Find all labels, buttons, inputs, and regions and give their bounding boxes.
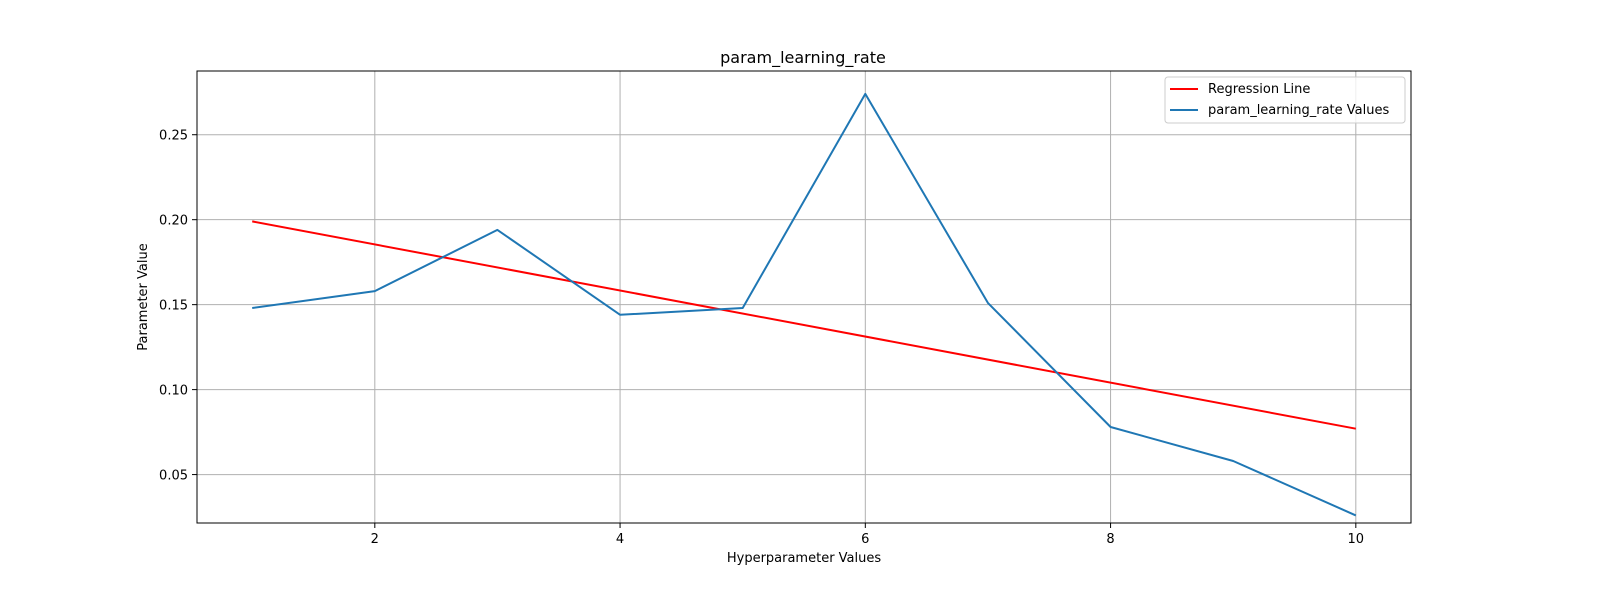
y-axis-label: Parameter Value <box>136 243 151 350</box>
plot-area-frame <box>196 70 1412 524</box>
grid-lines <box>197 71 1411 523</box>
chart-title: param_learning_rate <box>720 48 886 68</box>
x-axis-label: Hyperparameter Values <box>727 551 882 566</box>
legend-box <box>1164 76 1406 124</box>
y-tick-label: 0.10 <box>159 384 188 399</box>
y-tick-label: 0.05 <box>159 469 188 484</box>
x-tick-label: 10 <box>1348 532 1365 547</box>
series-layer <box>252 92 1357 517</box>
x-tick-label: 2 <box>371 532 379 547</box>
axis-ticks: 2 4 6 8 10 0.05 0.10 0.15 0.20 0.25 <box>159 129 1364 547</box>
legend-label-regression-line: Regression Line <box>1208 82 1310 97</box>
legend: Regression Line param_learning_rate Valu… <box>1164 76 1406 124</box>
series-values-line <box>252 92 1357 517</box>
series-regression-line <box>252 220 1356 430</box>
x-tick-label: 4 <box>616 532 624 547</box>
y-tick-label: 0.15 <box>159 299 188 314</box>
legend-label-values: param_learning_rate Values <box>1208 103 1389 118</box>
x-tick-label: 6 <box>861 532 869 547</box>
y-tick-label: 0.25 <box>159 129 188 144</box>
y-tick-label: 0.20 <box>159 214 188 229</box>
x-tick-label: 8 <box>1106 532 1114 547</box>
